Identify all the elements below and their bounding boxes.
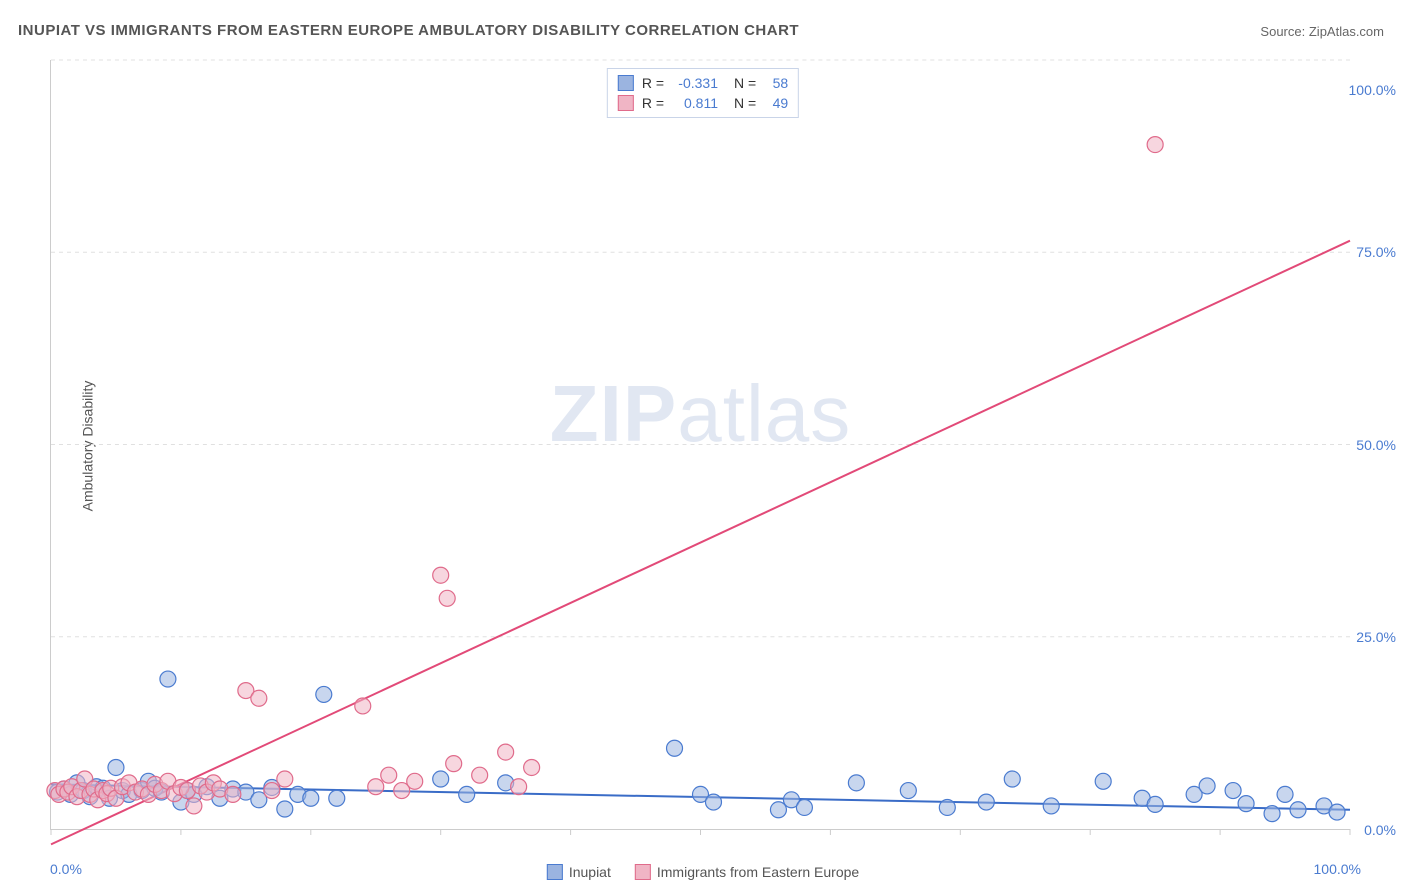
y-tick-100: 100.0% [1349,82,1396,98]
plot-area: ZIPatlas [50,60,1350,830]
legend: Inupiat Immigrants from Eastern Europe [547,864,859,880]
chart-container: INUPIAT VS IMMIGRANTS FROM EASTERN EUROP… [0,0,1406,892]
legend-label-1: Immigrants from Eastern Europe [657,864,859,880]
r-label-1: R = [642,95,664,111]
y-tick-25: 25.0% [1356,629,1396,645]
plot-svg [51,60,1350,829]
n-label-1: N = [734,95,756,111]
y-tick-0: 0.0% [1364,822,1396,838]
chart-title: INUPIAT VS IMMIGRANTS FROM EASTERN EUROP… [18,22,799,39]
x-tick-0: 0.0% [50,861,82,877]
r-value-1: 0.811 [672,95,718,111]
legend-swatch-0 [547,864,563,880]
r-value-0: -0.331 [672,75,718,91]
swatch-series-0 [618,75,634,91]
legend-item-1: Immigrants from Eastern Europe [635,864,859,880]
legend-swatch-1 [635,864,651,880]
scatter-series-1 [47,137,1163,814]
x-tick-100: 100.0% [1314,861,1361,877]
source-label: Source: [1260,24,1305,39]
source-name: ZipAtlas.com [1309,24,1384,39]
n-value-0: 58 [764,75,788,91]
r-label-0: R = [642,75,664,91]
stats-row-series-0: R = -0.331 N = 58 [618,73,788,93]
x-tick-marks [51,829,1350,835]
y-tick-75: 75.0% [1356,244,1396,260]
legend-item-0: Inupiat [547,864,611,880]
y-tick-50: 50.0% [1356,437,1396,453]
legend-label-0: Inupiat [569,864,611,880]
n-value-1: 49 [764,95,788,111]
source-attribution: Source: ZipAtlas.com [1260,24,1384,39]
n-label-0: N = [734,75,756,91]
stats-legend-box: R = -0.331 N = 58 R = 0.811 N = 49 [607,68,799,118]
stats-row-series-1: R = 0.811 N = 49 [618,93,788,113]
swatch-series-1 [618,95,634,111]
trendlines [51,241,1350,845]
